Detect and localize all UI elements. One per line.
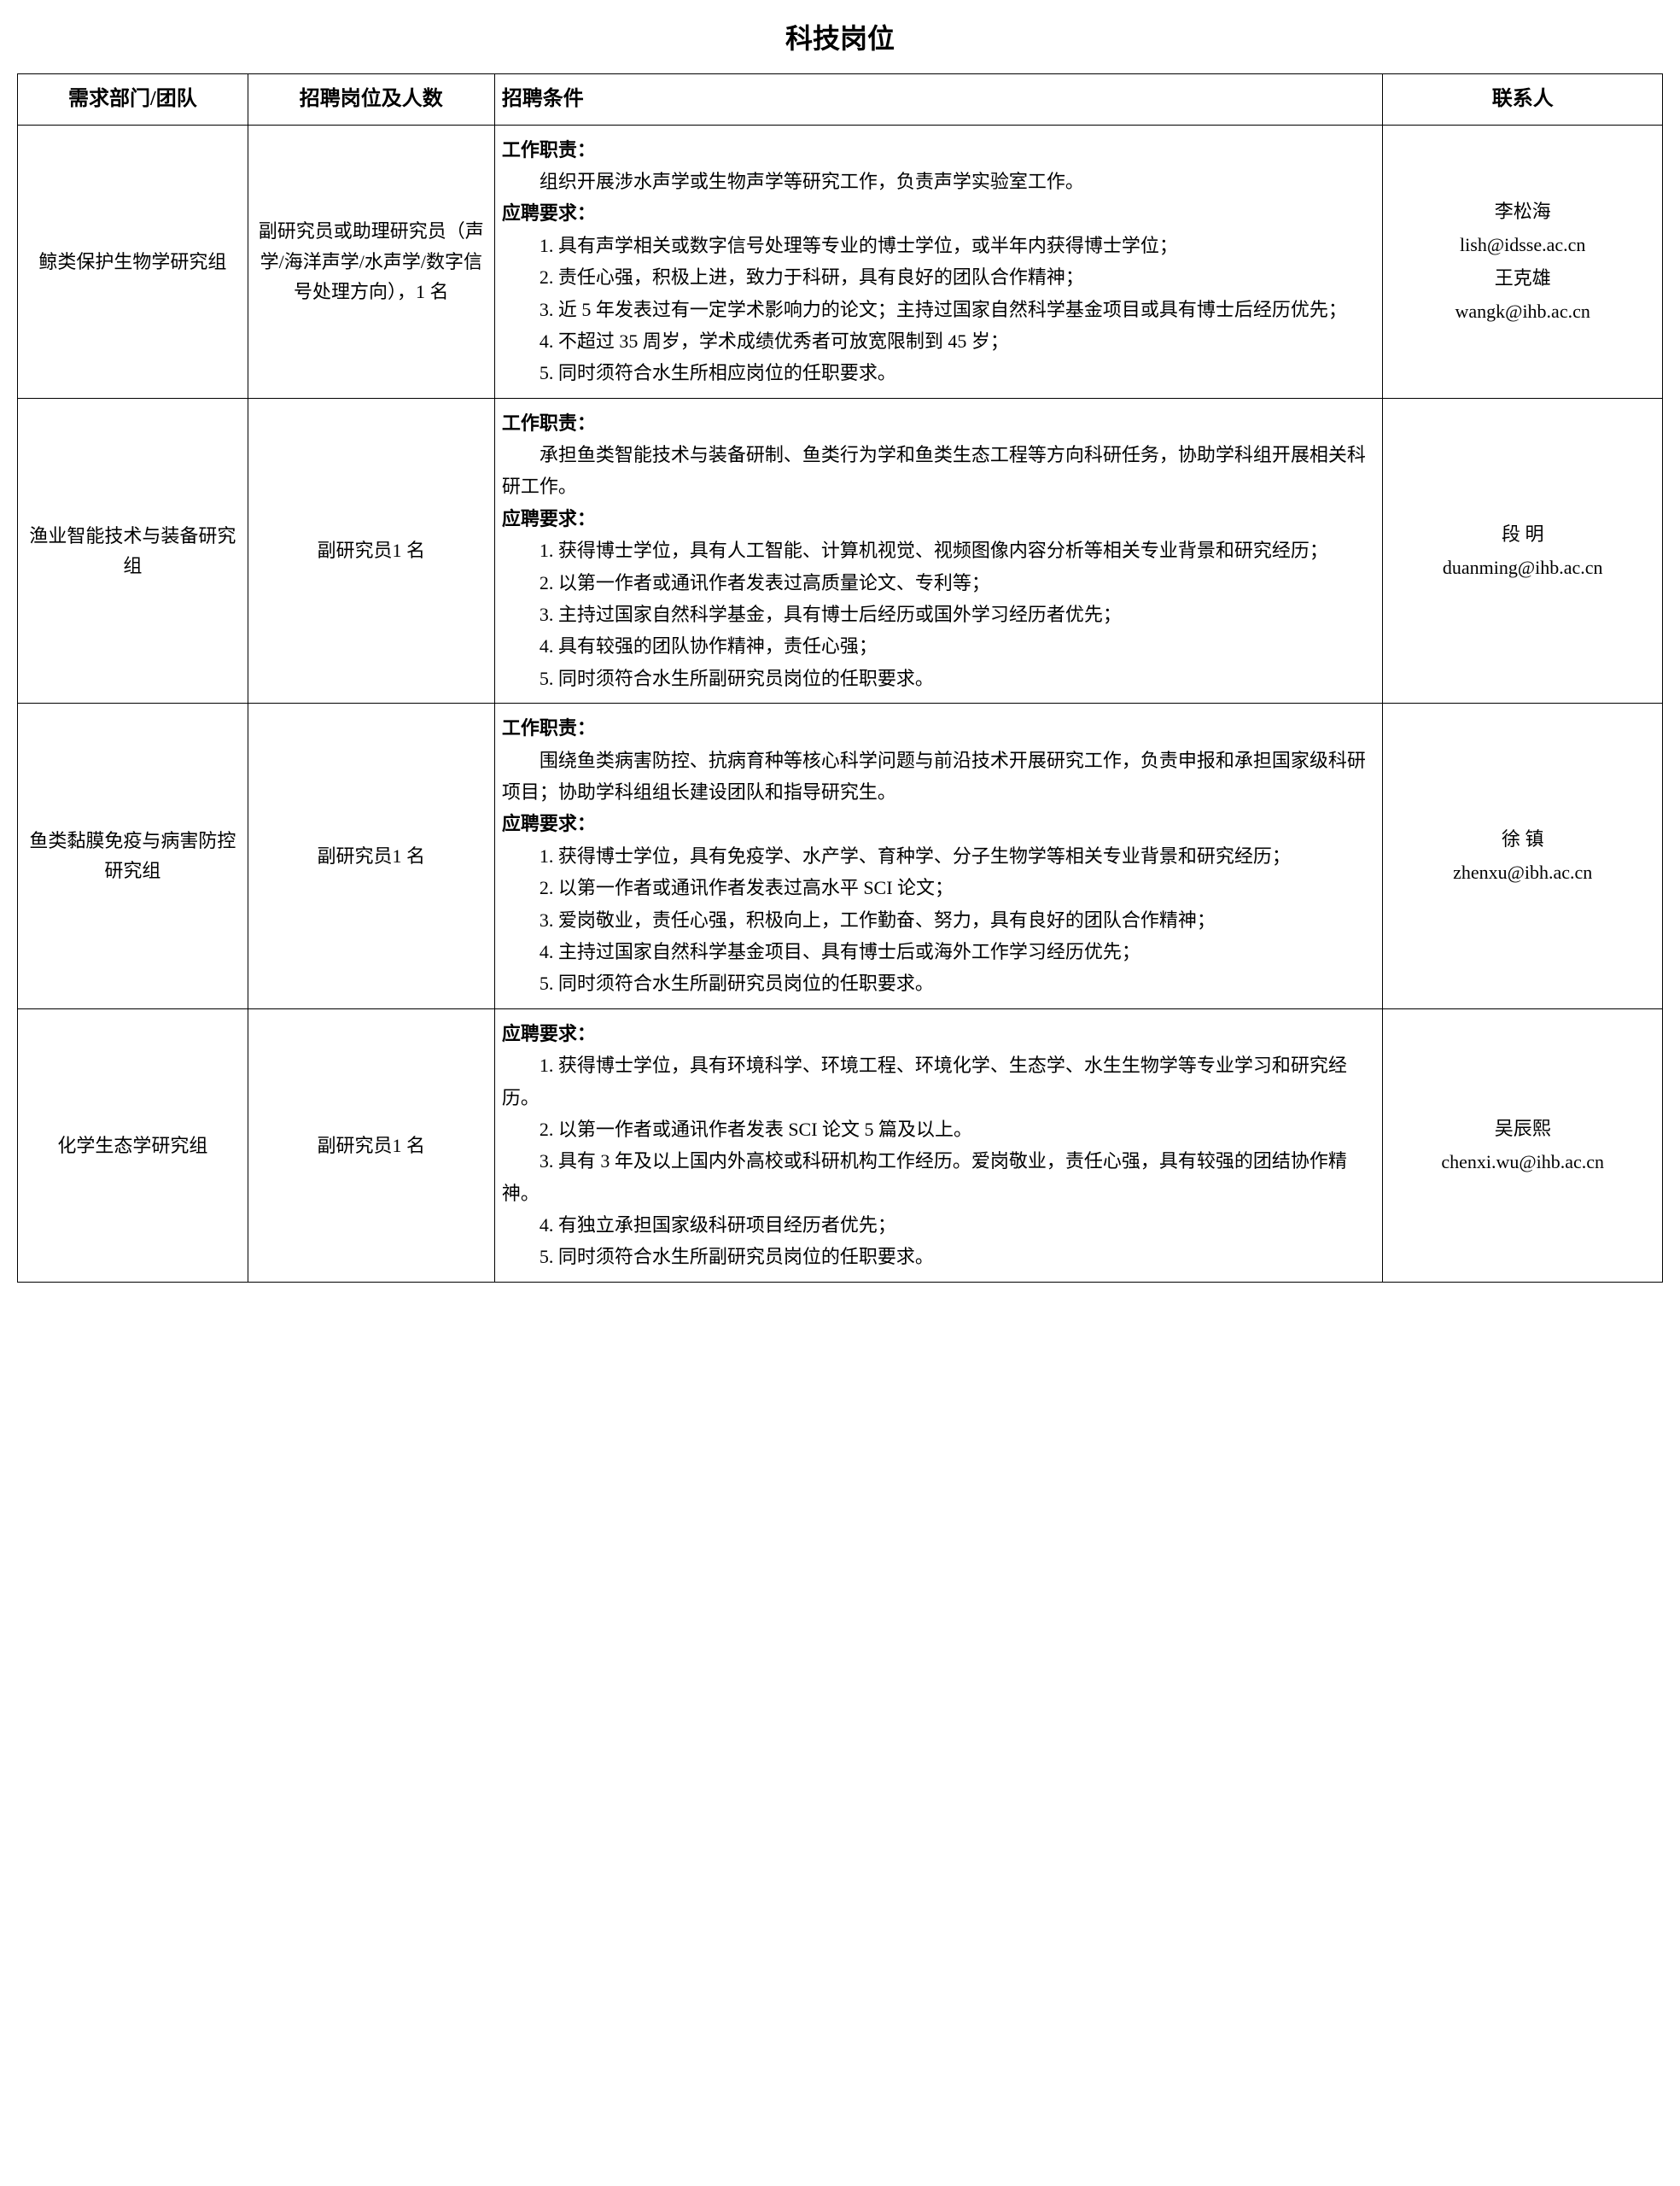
- contact-line: chenxi.wu@ihb.ac.cn: [1390, 1147, 1655, 1177]
- position-cell: 副研究员1 名: [248, 704, 494, 1009]
- req-heading: 应聘要求：: [502, 508, 596, 529]
- header-contact: 联系人: [1383, 74, 1663, 125]
- req-item: 5. 同时须符合水生所相应岗位的任职要求。: [502, 357, 1376, 389]
- header-requirements: 招聘条件: [494, 74, 1383, 125]
- contact-line: 李松海: [1390, 196, 1655, 226]
- req-item: 2. 以第一作者或通讯作者发表过高质量论文、专利等；: [502, 567, 1376, 599]
- duty-text: 围绕鱼类病害防控、抗病育种等核心科学问题与前沿技术开展研究工作，负责申报和承担国…: [502, 745, 1376, 809]
- contact-line: lish@idsse.ac.cn: [1390, 230, 1655, 260]
- position-cell: 副研究员或助理研究员（声学/海洋声学/水声学/数字信号处理方向），1 名: [248, 125, 494, 398]
- duty-heading: 工作职责：: [502, 139, 596, 161]
- req-item: 1. 获得博士学位，具有环境科学、环境工程、环境化学、生态学、水生生物学等专业学…: [502, 1049, 1376, 1113]
- req-item: 5. 同时须符合水生所副研究员岗位的任职要求。: [502, 1241, 1376, 1272]
- duty-text: 组织开展涉水声学或生物声学等研究工作，负责声学实验室工作。: [502, 166, 1376, 197]
- req-item: 3. 具有 3 年及以上国内外高校或科研机构工作经历。爱岗敬业，责任心强，具有较…: [502, 1145, 1376, 1209]
- req-item: 3. 主持过国家自然科学基金，具有博士后经历或国外学习经历者优先；: [502, 599, 1376, 630]
- requirements-cell: 工作职责： 围绕鱼类病害防控、抗病育种等核心科学问题与前沿技术开展研究工作，负责申…: [494, 704, 1383, 1009]
- duty-heading: 工作职责：: [502, 412, 596, 434]
- req-item: 5. 同时须符合水生所副研究员岗位的任职要求。: [502, 663, 1376, 694]
- req-item: 2. 以第一作者或通讯作者发表过高水平 SCI 论文；: [502, 872, 1376, 903]
- duty-text: 承担鱼类智能技术与装备研制、鱼类行为学和鱼类生态工程等方向科研任务，协助学科组开…: [502, 439, 1376, 503]
- contact-line: duanming@ihb.ac.cn: [1390, 552, 1655, 582]
- req-item: 4. 不超过 35 周岁，学术成绩优秀者可放宽限制到 45 岁；: [502, 325, 1376, 357]
- requirements-cell: 工作职责： 承担鱼类智能技术与装备研制、鱼类行为学和鱼类生态工程等方向科研任务，协…: [494, 398, 1383, 704]
- dept-cell: 鲸类保护生物学研究组: [18, 125, 248, 398]
- contact-cell: 徐 镇zhenxu@ibh.ac.cn: [1383, 704, 1663, 1009]
- contact-cell: 吴辰熙 chenxi.wu@ihb.ac.cn: [1383, 1008, 1663, 1282]
- header-position: 招聘岗位及人数: [248, 74, 494, 125]
- req-item: 4. 主持过国家自然科学基金项目、具有博士后或海外工作学习经历优先；: [502, 936, 1376, 967]
- req-item: 1. 获得博士学位，具有人工智能、计算机视觉、视频图像内容分析等相关专业背景和研…: [502, 535, 1376, 566]
- contact-line: wangk@ihb.ac.cn: [1390, 296, 1655, 326]
- req-heading: 应聘要求：: [502, 202, 596, 224]
- req-heading: 应聘要求：: [502, 813, 596, 834]
- req-item: 4. 具有较强的团队协作精神，责任心强；: [502, 630, 1376, 662]
- req-item: 1. 具有声学相关或数字信号处理等专业的博士学位，或半年内获得博士学位；: [502, 230, 1376, 261]
- table-row: 化学生态学研究组副研究员1 名应聘要求： 1. 获得博士学位，具有环境科学、环境工…: [18, 1008, 1663, 1282]
- req-item: 1. 获得博士学位，具有免疫学、水产学、育种学、分子生物学等相关专业背景和研究经…: [502, 840, 1376, 872]
- req-item: 5. 同时须符合水生所副研究员岗位的任职要求。: [502, 967, 1376, 999]
- req-heading: 应聘要求：: [502, 1023, 596, 1044]
- header-dept: 需求部门/团队: [18, 74, 248, 125]
- dept-cell: 化学生态学研究组: [18, 1008, 248, 1282]
- position-cell: 副研究员1 名: [248, 1008, 494, 1282]
- position-cell: 副研究员1 名: [248, 398, 494, 704]
- dept-cell: 鱼类黏膜免疫与病害防控研究组: [18, 704, 248, 1009]
- contact-line: 吴辰熙: [1390, 1113, 1655, 1143]
- contact-cell: 李松海 lish@idsse.ac.cn王克雄wangk@ihb.ac.cn: [1383, 125, 1663, 398]
- requirements-cell: 工作职责： 组织开展涉水声学或生物声学等研究工作，负责声学实验室工作。应聘要求： 1…: [494, 125, 1383, 398]
- req-item: 3. 爱岗敬业，责任心强，积极向上，工作勤奋、努力，具有良好的团队合作精神；: [502, 904, 1376, 936]
- req-item: 3. 近 5 年发表过有一定学术影响力的论文；主持过国家自然科学基金项目或具有博…: [502, 294, 1376, 325]
- dept-cell: 渔业智能技术与装备研究组: [18, 398, 248, 704]
- table-row: 鱼类黏膜免疫与病害防控研究组副研究员1 名工作职责： 围绕鱼类病害防控、抗病育种等…: [18, 704, 1663, 1009]
- table-row: 渔业智能技术与装备研究组副研究员1 名工作职责： 承担鱼类智能技术与装备研制、鱼类…: [18, 398, 1663, 704]
- requirements-cell: 应聘要求： 1. 获得博士学位，具有环境科学、环境工程、环境化学、生态学、水生生物…: [494, 1008, 1383, 1282]
- req-item: 2. 责任心强，积极上进，致力于科研，具有良好的团队合作精神；: [502, 261, 1376, 293]
- page-title: 科技岗位: [17, 17, 1663, 61]
- req-item: 4. 有独立承担国家级科研项目经历者优先；: [502, 1209, 1376, 1241]
- duty-heading: 工作职责：: [502, 717, 596, 739]
- contact-line: 徐 镇: [1390, 824, 1655, 854]
- contact-line: 段 明: [1390, 519, 1655, 549]
- req-item: 2. 以第一作者或通讯作者发表 SCI 论文 5 篇及以上。: [502, 1113, 1376, 1145]
- contact-cell: 段 明duanming@ihb.ac.cn: [1383, 398, 1663, 704]
- contact-line: 王克雄: [1390, 263, 1655, 293]
- positions-table: 需求部门/团队 招聘岗位及人数 招聘条件 联系人 鲸类保护生物学研究组副研究员或…: [17, 73, 1663, 1283]
- table-row: 鲸类保护生物学研究组副研究员或助理研究员（声学/海洋声学/水声学/数字信号处理方…: [18, 125, 1663, 398]
- table-header-row: 需求部门/团队 招聘岗位及人数 招聘条件 联系人: [18, 74, 1663, 125]
- contact-line: zhenxu@ibh.ac.cn: [1390, 857, 1655, 887]
